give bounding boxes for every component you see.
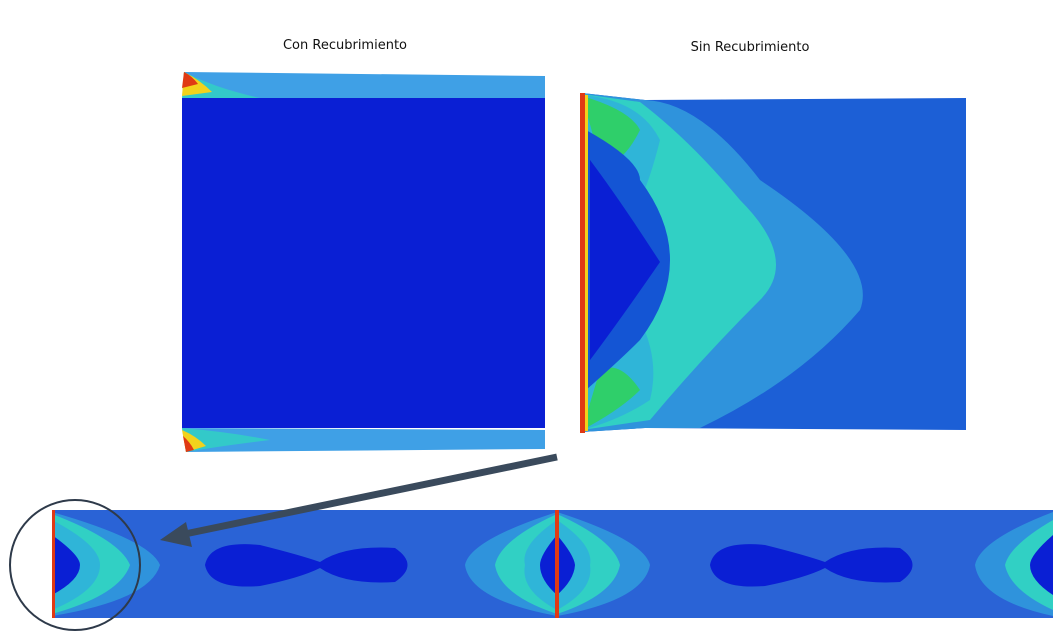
arrow-head [160, 522, 192, 547]
label-with-coating: Con Recubrimiento [283, 38, 407, 53]
highlight-circle [9, 499, 141, 631]
right-panel [580, 93, 966, 433]
left-panel [182, 72, 545, 452]
bottom-strip [52, 510, 1053, 618]
arrow-shaft [179, 453, 558, 539]
label-without-coating: Sin Recubrimiento [691, 40, 810, 55]
